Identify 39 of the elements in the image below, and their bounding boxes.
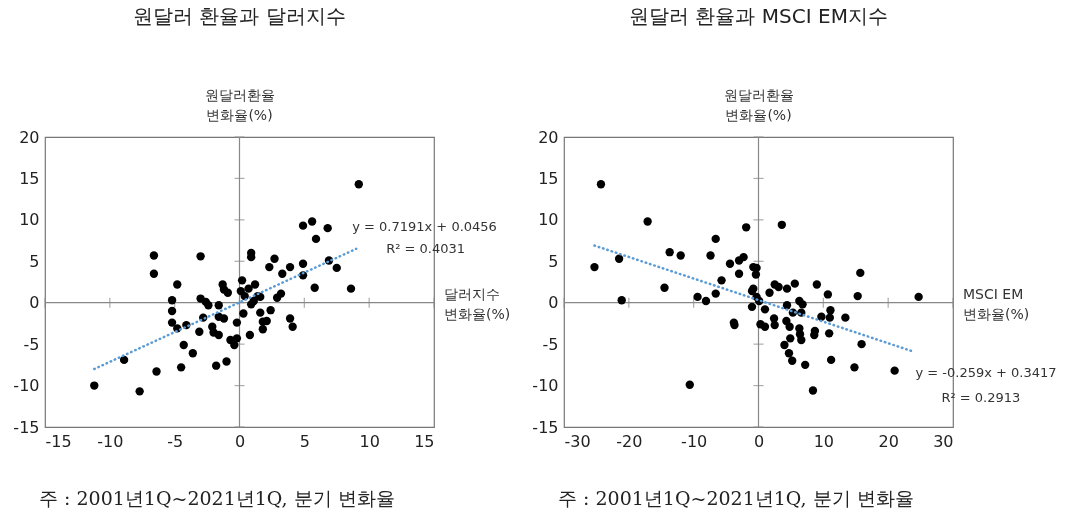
chart-title: 원달러 환율과 달러지수 — [133, 4, 346, 28]
x-tick-label: -10 — [681, 431, 708, 451]
y-tick-label: -15 — [13, 417, 40, 437]
x-tick-label: 0 — [234, 431, 246, 451]
y-tick-label: -10 — [532, 376, 559, 396]
y-tick-label: -5 — [23, 334, 40, 354]
y-tick-label: -5 — [542, 334, 559, 354]
y-axis-title: 원달러환율 변화율(%) — [204, 87, 275, 123]
y-tick-label: 5 — [29, 251, 40, 271]
x-tick-label: -5 — [167, 431, 184, 451]
text: 주 : 2001년1Q~2021년1Q, 분기 변화율 — [39, 487, 395, 509]
y-tick-label: 5 — [548, 251, 559, 271]
y-axis-title: 원달러환율 변화율(%) — [723, 87, 794, 123]
text: 주 : 2001년1Q~2021년1Q, 분기 변화율 — [558, 487, 914, 509]
y-tick-label: 15 — [538, 168, 559, 188]
x-tick-label: 15 — [414, 431, 435, 451]
y-tick-label: 20 — [538, 127, 559, 147]
x-tick-label: -10 — [97, 431, 124, 451]
x-axis-title: MSCI EM 변화율(%) — [963, 285, 1030, 322]
y-tick-label: 10 — [538, 210, 559, 230]
x-tick-label: -15 — [45, 431, 72, 451]
x-tick-label: 30 — [933, 431, 954, 451]
y-tick-label: 15 — [19, 168, 40, 188]
annotation: y = 0.7191x + 0.0456 — [352, 218, 497, 234]
y-tick-label: -10 — [13, 376, 40, 396]
x-axis-title: 달러지수 변화율(%) — [444, 285, 511, 322]
x-tick-label: -20 — [616, 431, 643, 451]
y-tick-label: 0 — [29, 293, 40, 313]
chart-title: 원달러 환율과 MSCI EM지수 — [629, 4, 888, 28]
x-tick-label: 20 — [878, 431, 899, 451]
y-tick-label: 20 — [19, 127, 40, 147]
x-tick-label: -30 — [564, 431, 591, 451]
y-tick-label: -15 — [532, 417, 559, 437]
y-tick-label: 0 — [548, 293, 559, 313]
x-tick-label: 10 — [813, 431, 835, 451]
x-tick-label: 0 — [753, 431, 765, 451]
y-tick-label: 10 — [19, 210, 40, 230]
x-tick-label: 10 — [359, 431, 380, 451]
x-tick-label: 5 — [299, 431, 310, 451]
